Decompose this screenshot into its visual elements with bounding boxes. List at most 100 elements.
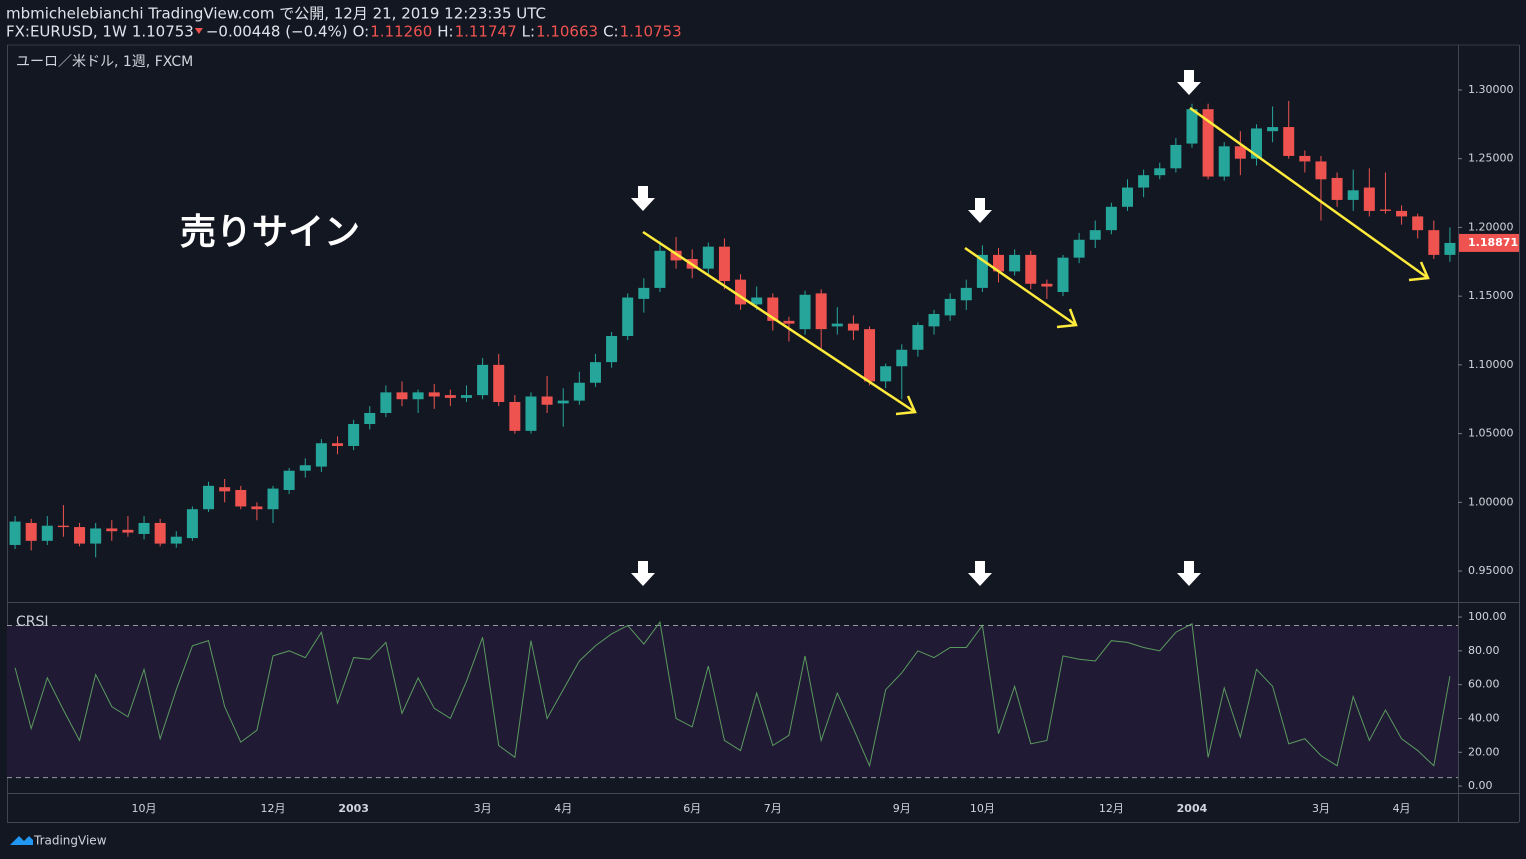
y-tick-label: 0.00: [1468, 779, 1493, 792]
trend-line: [1189, 106, 1429, 280]
x-tick-label: 10月: [132, 802, 157, 815]
candle-body: [622, 297, 634, 337]
y-tick-label: 1.25000: [1468, 152, 1514, 165]
footer-brand: TradingView: [33, 834, 107, 848]
logo: [10, 836, 33, 845]
candle-body: [106, 528, 118, 532]
candle-body: [1428, 230, 1440, 255]
candle-body: [235, 489, 247, 507]
candle-body: [783, 320, 795, 324]
candle-body: [1057, 257, 1069, 293]
candle-body: [751, 297, 763, 305]
candle-body: [203, 485, 215, 510]
down-arrow: [968, 198, 992, 223]
candle-body: [1412, 216, 1424, 231]
price-layer: 0.95000 1.00000 1.05000 1.10000 1.15000 1.200…: [9, 83, 1519, 577]
x-tick-label: 6月: [683, 802, 701, 815]
header-field: L:: [522, 23, 535, 41]
arrow-head: [1056, 308, 1078, 329]
candle-body: [74, 527, 86, 544]
candle-body: [944, 298, 956, 316]
x-tick-label: 4月: [1393, 802, 1411, 815]
candle-body: [493, 364, 505, 402]
candle-body: [170, 536, 182, 544]
candle-body: [1379, 209, 1391, 211]
down-arrow: [1177, 561, 1201, 586]
candle-body: [606, 336, 618, 363]
candle-body: [1009, 254, 1021, 272]
y-tick-label: 1.20000: [1468, 220, 1514, 233]
candle-body: [1170, 144, 1182, 169]
candle-body: [219, 487, 231, 492]
y-tick-label: 1.10000: [1468, 358, 1514, 371]
candle-body: [412, 392, 424, 400]
candle-body: [315, 443, 327, 467]
candle-body: [638, 287, 650, 299]
arrow-head: [1408, 261, 1430, 282]
candle-body: [799, 294, 811, 330]
candle-body: [976, 254, 988, 288]
candle-body: [847, 323, 859, 331]
y-tick-label: 1.00000: [1468, 495, 1514, 508]
candle-body: [138, 522, 150, 534]
candle-body: [670, 250, 682, 261]
trend-arrows: [642, 106, 1430, 416]
candle-body: [283, 470, 295, 490]
candle-body: [1396, 210, 1408, 217]
candle-body: [718, 246, 730, 282]
candle-body: [573, 382, 585, 401]
candle-body: [654, 250, 666, 288]
x-tick-label: 10月: [970, 802, 995, 815]
candle-body: [1299, 155, 1311, 162]
candle-body: [1331, 177, 1343, 200]
candle-body: [9, 521, 21, 545]
pane-label: ユーロ／米ドル, 1週, FXCM: [16, 54, 193, 70]
x-tick-label: 3月: [474, 802, 492, 815]
down-arrow: [1177, 70, 1201, 95]
candle-body: [41, 525, 53, 541]
header-field: −0.00448 (−0.4%): [206, 23, 348, 41]
x-tick-label: 9月: [893, 802, 911, 815]
candle-body: [251, 506, 263, 510]
candle-body: [57, 525, 69, 528]
header-field: C:: [603, 23, 619, 41]
candle-body: [332, 443, 344, 446]
candle-body: [1234, 146, 1246, 159]
x-tick-label: 2004: [1177, 802, 1208, 815]
candle-body: [993, 254, 1005, 272]
x-tick-label: 12月: [1099, 802, 1124, 815]
candle-body: [428, 392, 440, 397]
candle-body: [348, 423, 360, 446]
candle-body: [1444, 242, 1456, 255]
candle-body: [90, 528, 102, 544]
header-field: 1.10753: [620, 23, 682, 41]
candle-body: [815, 293, 827, 330]
candle-body: [1154, 168, 1166, 176]
candle-body: [1347, 190, 1359, 200]
candle-body: [557, 400, 569, 404]
candle-body: [1186, 109, 1198, 144]
symbol-info: FX:EURUSD, 1W 1.10753 −0.00448 (−0.4%) O: 1.…: [6, 23, 682, 41]
header-field: 1.10663: [536, 23, 598, 41]
candle-body: [912, 325, 924, 350]
last-price-tag: [1459, 233, 1519, 252]
candle-body: [154, 522, 166, 544]
crsi-line: [14, 620, 1451, 768]
header-field: H:: [437, 23, 453, 41]
down-arrow: [968, 561, 992, 586]
down-arrow: [631, 561, 655, 586]
candle-body: [1041, 283, 1053, 287]
candle-body: [460, 395, 472, 398]
candle-body: [1121, 187, 1133, 207]
arrow-head: [895, 395, 917, 416]
candle-body: [880, 366, 892, 382]
header-field: FX:EURUSD, 1W: [6, 23, 127, 41]
candle-body: [1250, 128, 1262, 159]
candle-body: [1138, 175, 1150, 188]
candle-body: [767, 297, 779, 321]
x-tick-label: 3月: [1312, 802, 1330, 815]
candle-body: [267, 488, 279, 510]
annotation: 売りサイン: [180, 212, 360, 253]
header-field: 1.10753: [132, 23, 194, 41]
